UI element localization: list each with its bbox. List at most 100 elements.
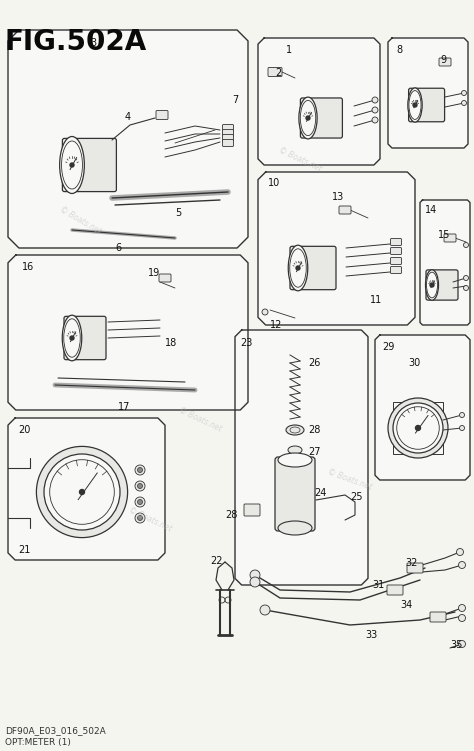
FancyBboxPatch shape bbox=[301, 98, 342, 138]
Circle shape bbox=[459, 426, 465, 430]
FancyBboxPatch shape bbox=[407, 563, 423, 573]
Text: 22: 22 bbox=[210, 556, 222, 566]
Text: 10: 10 bbox=[268, 178, 280, 188]
Text: 29: 29 bbox=[382, 342, 394, 352]
Polygon shape bbox=[258, 38, 380, 165]
Circle shape bbox=[458, 614, 465, 622]
Circle shape bbox=[137, 468, 143, 472]
Text: 13: 13 bbox=[332, 192, 344, 202]
Text: 7: 7 bbox=[232, 95, 238, 105]
FancyBboxPatch shape bbox=[268, 68, 282, 77]
Circle shape bbox=[250, 570, 260, 580]
FancyBboxPatch shape bbox=[391, 258, 401, 264]
Text: 30: 30 bbox=[408, 358, 420, 368]
Text: 2: 2 bbox=[275, 68, 281, 78]
Circle shape bbox=[458, 562, 465, 569]
Ellipse shape bbox=[278, 453, 312, 467]
Polygon shape bbox=[375, 335, 470, 480]
Circle shape bbox=[464, 276, 468, 281]
Polygon shape bbox=[235, 330, 368, 585]
FancyBboxPatch shape bbox=[439, 58, 451, 66]
FancyBboxPatch shape bbox=[222, 125, 234, 131]
Text: 6: 6 bbox=[115, 243, 121, 253]
Text: 3: 3 bbox=[90, 38, 96, 48]
Circle shape bbox=[80, 490, 84, 494]
FancyBboxPatch shape bbox=[387, 585, 403, 595]
Ellipse shape bbox=[278, 521, 312, 535]
Circle shape bbox=[372, 117, 378, 123]
Ellipse shape bbox=[288, 446, 302, 454]
Text: OPT:METER (1): OPT:METER (1) bbox=[5, 738, 71, 747]
Text: 8: 8 bbox=[396, 45, 402, 55]
Circle shape bbox=[260, 605, 270, 615]
Circle shape bbox=[296, 266, 300, 270]
Circle shape bbox=[462, 101, 466, 105]
Circle shape bbox=[393, 403, 443, 453]
Circle shape bbox=[135, 497, 145, 507]
Circle shape bbox=[430, 283, 434, 287]
FancyBboxPatch shape bbox=[222, 134, 234, 141]
Circle shape bbox=[137, 484, 143, 488]
Ellipse shape bbox=[408, 88, 422, 122]
Polygon shape bbox=[420, 200, 470, 325]
FancyBboxPatch shape bbox=[222, 140, 234, 146]
FancyBboxPatch shape bbox=[290, 246, 336, 290]
Circle shape bbox=[388, 398, 448, 458]
Circle shape bbox=[372, 107, 378, 113]
FancyBboxPatch shape bbox=[339, 206, 351, 214]
Text: 31: 31 bbox=[372, 580, 384, 590]
FancyBboxPatch shape bbox=[391, 267, 401, 273]
Text: © Boats.net: © Boats.net bbox=[277, 146, 323, 174]
Text: FIG.502A: FIG.502A bbox=[5, 28, 147, 56]
Polygon shape bbox=[258, 172, 415, 325]
Circle shape bbox=[36, 446, 128, 538]
Text: 21: 21 bbox=[18, 545, 30, 555]
Text: 25: 25 bbox=[350, 492, 363, 502]
FancyBboxPatch shape bbox=[430, 612, 446, 622]
Text: 32: 32 bbox=[405, 558, 418, 568]
Circle shape bbox=[462, 91, 466, 95]
Circle shape bbox=[464, 243, 468, 248]
Text: 5: 5 bbox=[175, 208, 181, 218]
FancyBboxPatch shape bbox=[409, 88, 445, 122]
FancyBboxPatch shape bbox=[444, 234, 456, 242]
Text: DF90A_E03_016_502A: DF90A_E03_016_502A bbox=[5, 726, 106, 735]
Text: 34: 34 bbox=[400, 600, 412, 610]
Circle shape bbox=[70, 336, 74, 340]
FancyBboxPatch shape bbox=[426, 270, 458, 300]
FancyBboxPatch shape bbox=[156, 110, 168, 119]
Text: 17: 17 bbox=[118, 402, 130, 412]
Circle shape bbox=[372, 97, 378, 103]
Text: 18: 18 bbox=[165, 338, 177, 348]
Text: 11: 11 bbox=[370, 295, 382, 305]
Circle shape bbox=[306, 116, 310, 120]
Text: 35: 35 bbox=[450, 640, 462, 650]
Ellipse shape bbox=[60, 137, 84, 194]
Text: © Boats.net: © Boats.net bbox=[177, 406, 223, 434]
Text: 23: 23 bbox=[240, 338, 252, 348]
Text: © Boats.net: © Boats.net bbox=[127, 506, 173, 534]
Ellipse shape bbox=[62, 315, 82, 360]
Text: 4: 4 bbox=[125, 112, 131, 122]
Circle shape bbox=[459, 412, 465, 418]
Circle shape bbox=[456, 548, 464, 556]
Circle shape bbox=[44, 454, 120, 530]
Text: 14: 14 bbox=[425, 205, 437, 215]
FancyBboxPatch shape bbox=[391, 239, 401, 246]
Circle shape bbox=[135, 465, 145, 475]
Circle shape bbox=[135, 481, 145, 491]
Text: 1: 1 bbox=[286, 45, 292, 55]
Circle shape bbox=[70, 163, 74, 167]
Circle shape bbox=[416, 426, 420, 430]
Text: 19: 19 bbox=[148, 268, 160, 278]
Ellipse shape bbox=[299, 97, 317, 139]
Text: 15: 15 bbox=[438, 230, 450, 240]
Circle shape bbox=[135, 513, 145, 523]
Text: 9: 9 bbox=[440, 55, 446, 65]
Ellipse shape bbox=[288, 245, 308, 291]
Text: 12: 12 bbox=[270, 320, 283, 330]
Text: © Boats.net: © Boats.net bbox=[327, 468, 374, 492]
Polygon shape bbox=[8, 30, 248, 248]
Text: 27: 27 bbox=[308, 447, 320, 457]
FancyBboxPatch shape bbox=[275, 457, 315, 531]
